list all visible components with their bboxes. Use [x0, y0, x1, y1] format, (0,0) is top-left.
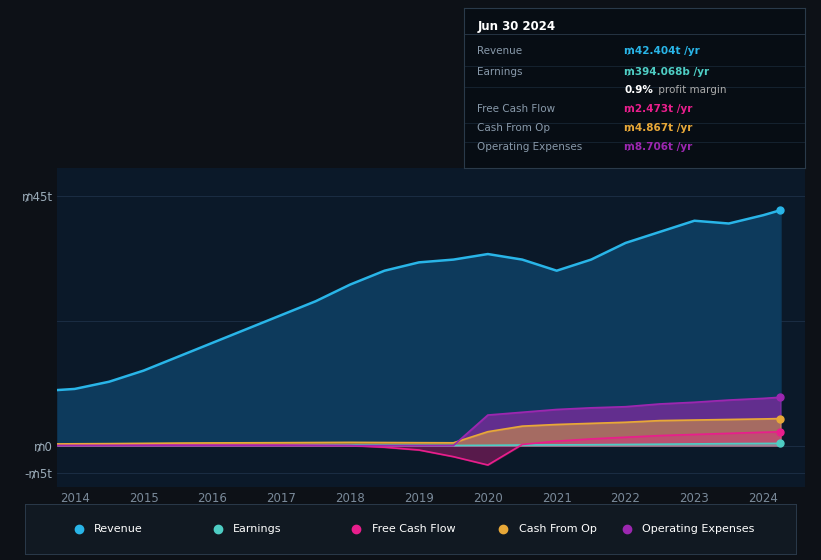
Text: ₥394.068b /yr: ₥394.068b /yr [624, 67, 709, 77]
Text: Cash From Op: Cash From Op [478, 123, 551, 133]
Text: 0.9%: 0.9% [624, 85, 653, 95]
Text: Jun 30 2024: Jun 30 2024 [478, 20, 556, 32]
Text: Free Cash Flow: Free Cash Flow [372, 524, 456, 534]
Text: Revenue: Revenue [478, 46, 523, 57]
Text: Operating Expenses: Operating Expenses [642, 524, 754, 534]
Text: ₥2.473t /yr: ₥2.473t /yr [624, 104, 692, 114]
Point [774, 206, 787, 214]
Text: Earnings: Earnings [478, 67, 523, 77]
Text: Earnings: Earnings [233, 524, 282, 534]
Text: Revenue: Revenue [94, 524, 143, 534]
Text: Free Cash Flow: Free Cash Flow [478, 104, 556, 114]
Text: ₥4.867t /yr: ₥4.867t /yr [624, 123, 692, 133]
Text: Cash From Op: Cash From Op [519, 524, 596, 534]
Point [774, 427, 787, 436]
Text: ₥42.404t /yr: ₥42.404t /yr [624, 46, 699, 57]
Point [774, 414, 787, 423]
Text: ₥8.706t /yr: ₥8.706t /yr [624, 142, 692, 152]
Point [774, 393, 787, 402]
Text: Operating Expenses: Operating Expenses [478, 142, 583, 152]
Point [774, 439, 787, 448]
Text: profit margin: profit margin [654, 85, 726, 95]
